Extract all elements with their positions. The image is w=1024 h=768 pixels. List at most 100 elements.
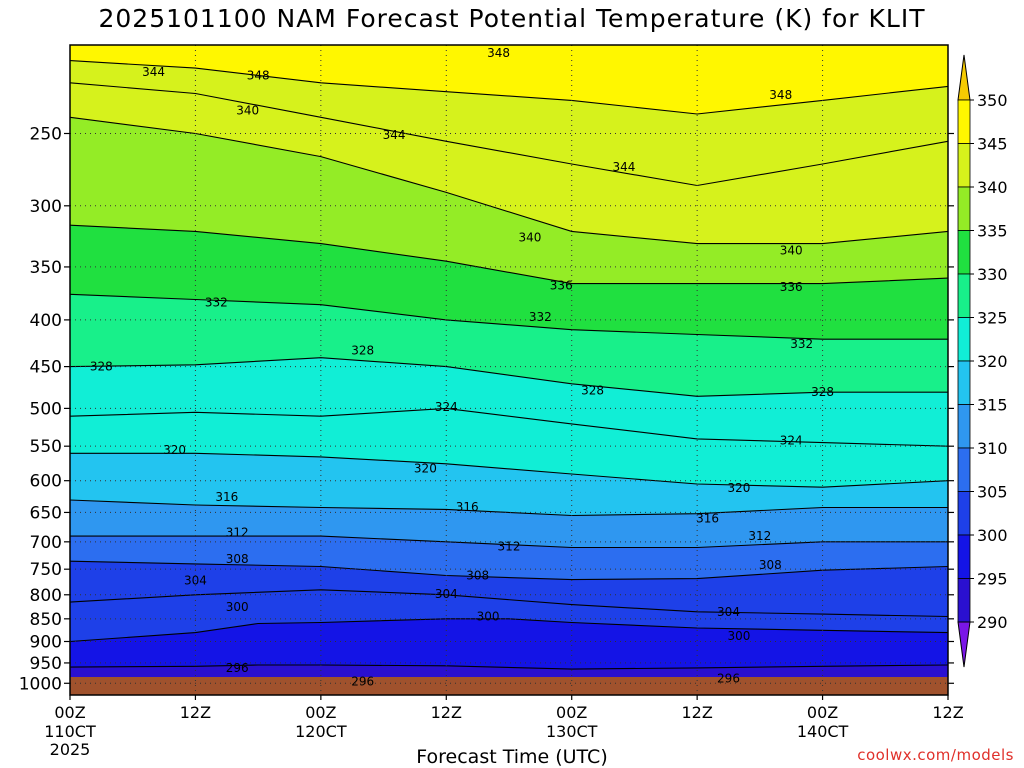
x-tick-sublabel: 130CT	[546, 722, 598, 741]
contour-label: 348	[769, 88, 792, 102]
colorbar-label: 300	[977, 526, 1008, 545]
contour-label: 304	[717, 605, 740, 619]
contour-label: 300	[226, 600, 249, 614]
y-tick-label: 250	[30, 124, 62, 144]
colorbar-segment	[957, 534, 971, 579]
contour-label: 312	[748, 529, 771, 543]
x-tick-label: 12Z	[681, 703, 712, 722]
y-tick-label: 600	[30, 472, 62, 492]
colorbar-segment	[957, 143, 971, 188]
colorbar-segment	[957, 578, 971, 623]
contour-label: 320	[163, 443, 186, 457]
contour-label: 296	[717, 671, 740, 685]
contour-label: 328	[811, 385, 834, 399]
y-tick-label: 900	[30, 632, 62, 652]
colorbar-segment	[957, 273, 971, 318]
contour-label: 348	[487, 46, 510, 60]
contour-label: 304	[184, 574, 207, 588]
plot-frame	[69, 44, 949, 696]
contour-label: 308	[226, 552, 249, 566]
contour-line	[70, 499, 948, 517]
contour-label: 348	[247, 69, 270, 83]
x-tick-label: 12Z	[180, 703, 211, 722]
colorbar-label: 315	[977, 396, 1008, 415]
x-tick-label: 00Z	[556, 703, 587, 722]
contour-label: 340	[518, 231, 541, 245]
x-tick-label: 12Z	[932, 703, 963, 722]
y-tick-label: 550	[30, 437, 62, 457]
colorbar-segment	[957, 230, 971, 275]
contour-label: 336	[550, 279, 573, 293]
contour-label: 304	[435, 587, 458, 601]
contour-label: 332	[790, 337, 813, 351]
x-tick-sublabel: 120CT	[295, 722, 347, 741]
contour-label: 332	[529, 310, 552, 324]
contour-line	[70, 293, 948, 340]
contour-label: 336	[780, 280, 803, 294]
fill-bands	[70, 45, 948, 695]
colorbar-segment	[957, 447, 971, 492]
colorbar-label: 345	[977, 135, 1008, 154]
contour-line	[70, 589, 948, 618]
ground-bar	[70, 677, 948, 695]
x-tick-label: 00Z	[807, 703, 838, 722]
contour-line	[70, 618, 948, 643]
contour-line	[70, 116, 948, 245]
contour-label: 308	[466, 568, 489, 582]
colorbar-label: 340	[977, 178, 1008, 197]
contour-label: 312	[226, 526, 249, 540]
contour-label: 324	[780, 433, 803, 447]
colorbar-label: 305	[977, 483, 1008, 502]
contour-label: 344	[142, 65, 165, 79]
contour-label: 328	[581, 384, 604, 398]
contour-label: 312	[498, 539, 521, 553]
band-fill	[70, 45, 948, 114]
colorbar-segment	[957, 360, 971, 405]
contour-label: 344	[383, 128, 406, 142]
colorbar-label: 310	[977, 439, 1008, 458]
y-tick-label: 350	[30, 258, 62, 278]
y-tick-label: 500	[30, 399, 62, 419]
contour-label: 328	[351, 343, 374, 357]
contour-label: 344	[613, 160, 636, 174]
contour-line	[70, 224, 948, 285]
colorbar-segment	[957, 54, 971, 101]
colorbar-segment	[957, 99, 971, 144]
y-tick-label: 450	[30, 358, 62, 378]
y-tick-label: 850	[30, 610, 62, 630]
colorbar-label: 295	[977, 570, 1008, 589]
y-tick-label: 650	[30, 503, 62, 523]
y-tick-label: 400	[30, 311, 62, 331]
contour-line	[70, 452, 948, 488]
x-tick-sublabel: 110CT	[44, 722, 96, 741]
x-tick-sublabel: 140CT	[797, 722, 849, 741]
colorbar-segment	[957, 621, 971, 668]
y-tick-label: 1000	[19, 674, 62, 694]
x-tick-label: 00Z	[54, 703, 85, 722]
chart-title: 2025101100 NAM Forecast Potential Temper…	[98, 4, 926, 33]
y-tick-label: 950	[30, 654, 62, 674]
colorbar-segment	[957, 186, 971, 231]
contour-line	[70, 560, 948, 581]
colorbar-label: 335	[977, 222, 1008, 241]
contour-label: 320	[414, 462, 437, 476]
y-tick-label: 700	[30, 533, 62, 553]
colorbar-label: 290	[977, 613, 1008, 632]
colorbar-segment	[957, 404, 971, 449]
y-tick-label: 800	[30, 586, 62, 606]
contour-label: 324	[435, 400, 458, 414]
credit-link[interactable]: coolwx.com/models	[857, 746, 1014, 764]
contour-label: 300	[727, 629, 750, 643]
colorbar-label: 350	[977, 91, 1008, 110]
x-tick-label: 00Z	[305, 703, 336, 722]
colorbar-segment	[957, 317, 971, 362]
contour-label: 316	[215, 490, 238, 504]
contour-line	[70, 60, 948, 115]
contour-label: 296	[226, 661, 249, 675]
contour-label: 320	[727, 481, 750, 495]
contour-label: 308	[759, 558, 782, 572]
x-tick-year: 2025	[50, 740, 91, 759]
colorbar-segment	[957, 491, 971, 536]
